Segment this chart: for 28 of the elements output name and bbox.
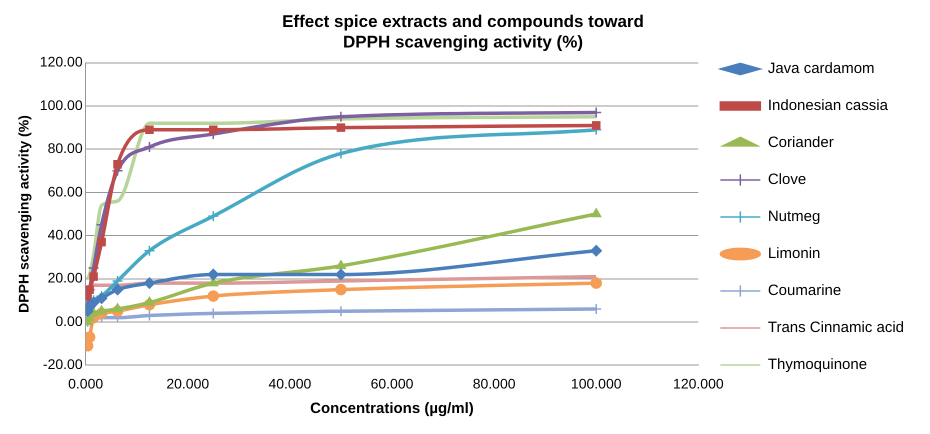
legend-label: Nutmeg: [768, 208, 820, 226]
legend-label: Clove: [768, 171, 806, 188]
x-tick-label: 100.000: [570, 375, 622, 392]
legend-label: Thymoquinone: [768, 356, 868, 374]
x-axis-title: Concentrations (µg/ml): [310, 400, 474, 418]
legend-label: Limonin: [768, 245, 820, 262]
legend-label: Java cardamom: [768, 60, 875, 78]
x-tick-label: 20.000: [166, 375, 210, 392]
y-tick-label: 60.00: [48, 183, 83, 200]
x-tick-label: 40.000: [268, 375, 312, 392]
y-tick-label: 40.00: [48, 226, 83, 242]
legend-label: Indonesian cassia: [768, 97, 889, 114]
x-tick-label: 80.000: [472, 375, 516, 392]
x-tick-label: 120.000: [673, 375, 724, 392]
text: Effect spice extracts and compounds toward: [282, 12, 644, 31]
x-tick-label: 0.000: [68, 375, 104, 392]
y-tick-label: 0.00: [55, 312, 83, 329]
y-tick-label: 120.00: [40, 54, 83, 70]
x-tick-label: 60.000: [370, 375, 414, 392]
legend-label: Trans Cinnamic acid: [768, 319, 904, 336]
text: DPPH scavenging activity (%): [343, 32, 583, 52]
legend-label: Coumarine: [768, 282, 842, 300]
y-tick-label: 100.00: [40, 96, 83, 113]
y-axis-title: DPPH scavenging activity (%): [15, 115, 32, 313]
y-tick-label: 20.00: [48, 270, 83, 286]
legend-label: Coriander: [768, 134, 834, 152]
y-tick-label: -20.00: [42, 356, 83, 372]
y-tick-label: 80.00: [48, 140, 83, 156]
